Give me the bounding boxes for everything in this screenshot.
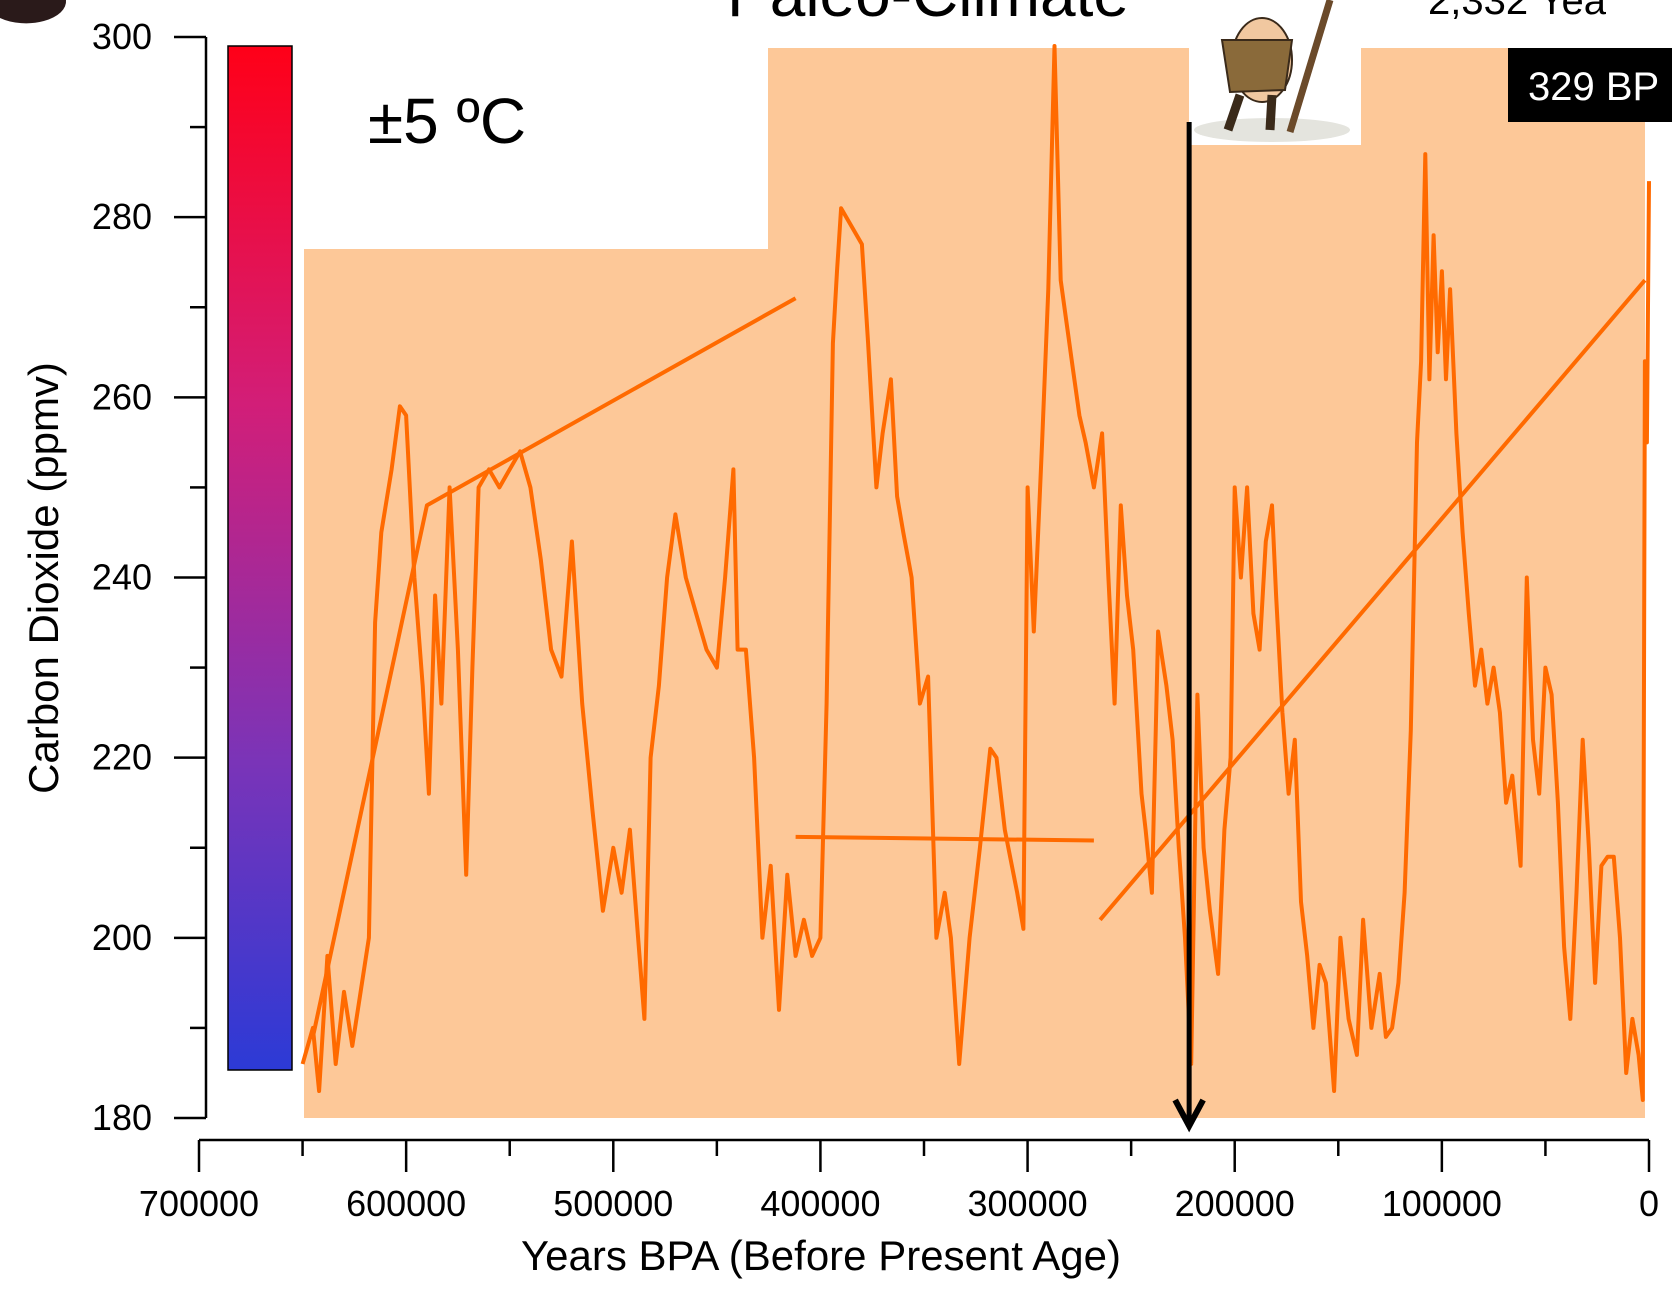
y-tick-label: 220 — [92, 737, 152, 778]
plot-area — [300, 44, 1651, 1133]
x-tick-label: 700000 — [139, 1183, 259, 1224]
arrow-head — [1172, 1098, 1206, 1133]
x-tick-label: 100000 — [1382, 1183, 1502, 1224]
shaded-region — [304, 48, 1645, 1118]
x-axis-label: Years BPA (Before Present Age) — [521, 1232, 1121, 1279]
caveman-image — [1194, 0, 1350, 142]
co2-line — [310, 296, 797, 1038]
badge-text: 329 BP — [1528, 65, 1659, 109]
chart-title: Paleo-Climate — [727, 0, 1129, 30]
y-axis-label: Carbon Dioxide (ppmv) — [20, 362, 67, 794]
x-tick-label: 300000 — [968, 1183, 1088, 1224]
y-tick-label: 240 — [92, 557, 152, 598]
co2-line — [300, 44, 1651, 1102]
logo — [0, 0, 67, 24]
subtitle: 2,332 Yea — [1428, 0, 1607, 23]
y-tick-label: 280 — [92, 196, 152, 237]
badge-box — [1508, 48, 1672, 122]
axes: 180 200 220 240 260 280 300 700000 600000 500000 4… — [92, 16, 1659, 1224]
y-tick-label: 300 — [92, 16, 152, 57]
y-tick-label: 200 — [92, 917, 152, 958]
x-tick-label: 200000 — [1175, 1183, 1295, 1224]
annotation: ±5 ºC — [368, 85, 526, 157]
x-tick-label: 0 — [1639, 1183, 1659, 1224]
x-tick-label: 600000 — [346, 1183, 466, 1224]
y-tick-label: 180 — [92, 1097, 152, 1138]
co2-line — [795, 834, 1094, 843]
y-tick-label: 260 — [92, 376, 152, 417]
x-tick-label: 400000 — [760, 1183, 880, 1224]
color-bar — [227, 45, 293, 1071]
x-tick-label: 500000 — [553, 1183, 673, 1224]
